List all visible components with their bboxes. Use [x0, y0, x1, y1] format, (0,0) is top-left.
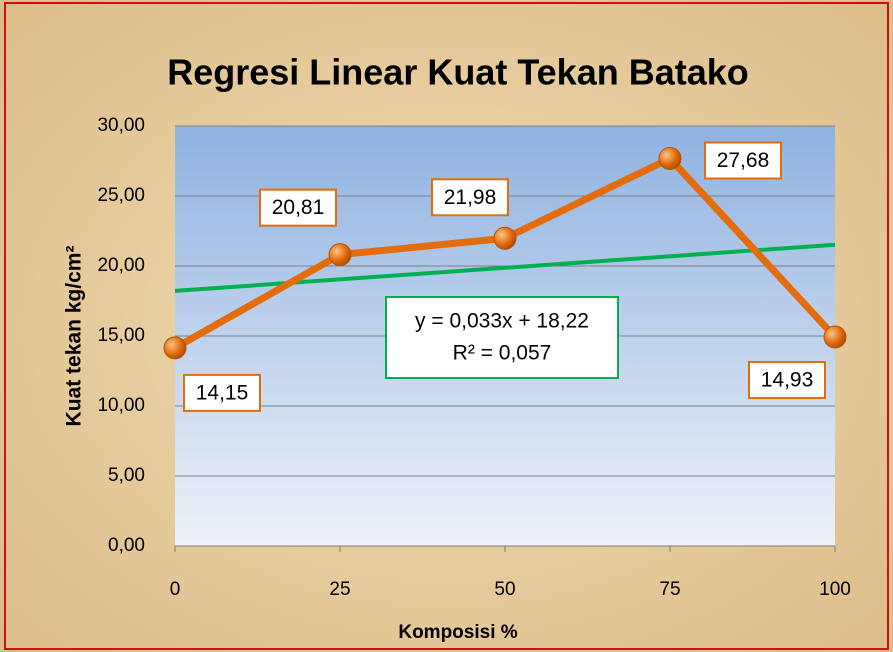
data-label: 14,93 [761, 369, 814, 392]
data-label: 14,15 [196, 381, 249, 404]
chart-border [4, 2, 889, 650]
marker [823, 325, 847, 349]
y-tick-label: 30,00 [97, 115, 145, 136]
equation-box [385, 296, 619, 379]
y-tick-label: 0,00 [108, 535, 145, 556]
data-label: 27,68 [717, 149, 770, 172]
marker [493, 226, 517, 250]
marker [163, 336, 187, 360]
marker [658, 146, 682, 170]
chart-title: Regresi Linear Kuat Tekan Batako [167, 52, 749, 93]
x-tick-label: 25 [329, 579, 350, 600]
data-label: 21,98 [444, 186, 497, 209]
y-tick-label: 15,00 [97, 325, 145, 346]
y-tick-label: 20,00 [97, 255, 145, 276]
x-tick-label: 50 [494, 579, 515, 600]
x-axis-label: Komposisi % [398, 622, 517, 643]
y-tick-label: 5,00 [108, 465, 145, 486]
data-label-box [431, 178, 509, 217]
data-label-box [748, 360, 826, 399]
data-label-box [704, 141, 782, 180]
marker [328, 243, 352, 267]
trendline-r-squared: R² = 0,057 [453, 342, 552, 365]
trendline-equation: y = 0,033x + 18,22 [415, 310, 589, 333]
data-label: 20,81 [272, 196, 325, 219]
x-tick-label: 100 [819, 579, 851, 600]
y-tick-label: 25,00 [97, 185, 145, 206]
x-tick-label: 75 [659, 579, 680, 600]
x-tick-label: 0 [170, 579, 181, 600]
y-tick-label: 10,00 [97, 395, 145, 416]
data-label-box [259, 188, 337, 227]
y-axis-label: Kuat tekan kg/cm² [63, 246, 86, 427]
data-label-box [183, 373, 261, 412]
